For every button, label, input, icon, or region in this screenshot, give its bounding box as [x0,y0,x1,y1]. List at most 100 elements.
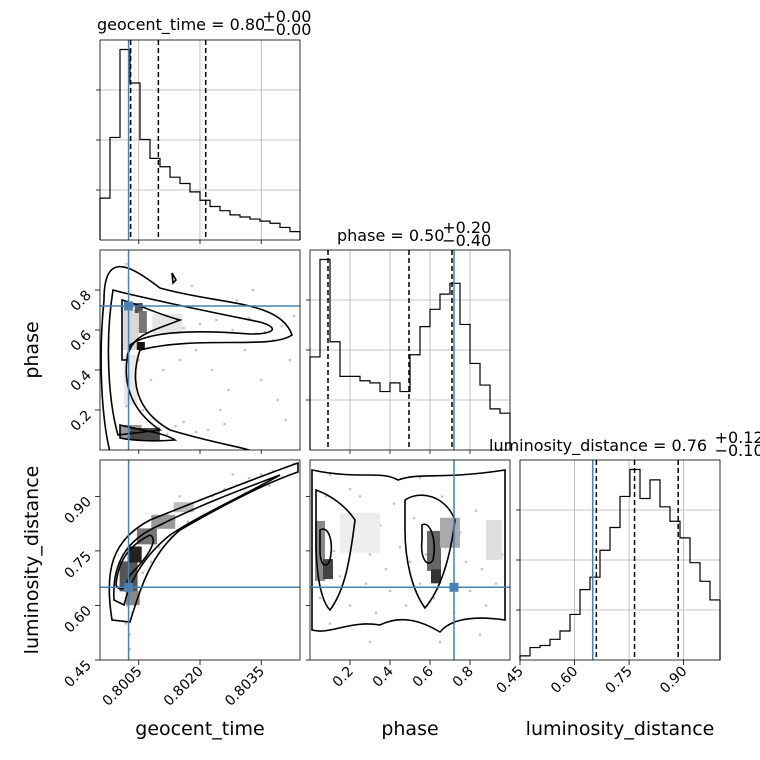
x-tick-label-1: 0.4 [370,663,397,690]
sample-point-13 [374,611,378,615]
density-cell-4 [340,512,380,553]
title-value: geocent_time = 0.80 [97,15,265,35]
density-cell-3 [136,342,145,350]
sample-point-18 [223,422,226,426]
y-axis-label-luminosity_distance: luminosity_distance [21,466,43,655]
hist-panel-luminosity_distance: luminosity_distance = 0.76 +0.12−0.10 [489,428,760,661]
contour-inner [319,523,435,566]
sample-point-0 [124,622,128,625]
panel-frame [309,249,511,451]
hist-panel-geocent_time: geocent_time = 0.80+0.00−0.00 [96,7,311,241]
title-sup: +0.20 [442,218,491,237]
panel-frame [519,459,721,661]
sample-point-25 [231,328,234,332]
contour-outer [100,265,293,450]
histogram-luminosity_distance [519,468,721,660]
sample-point-22 [259,473,263,476]
sample-point-35 [480,567,484,571]
sample-point-22 [418,582,422,585]
sample-point-49 [284,418,288,422]
y-tick-label-0: 0.2 [68,408,95,435]
sample-point-21 [247,476,251,480]
density-cell-0 [122,310,139,350]
sample-point-5 [332,549,336,553]
sample-point-38 [494,582,498,585]
sample-point-45 [251,288,255,292]
sample-point-35 [161,368,165,372]
panel-content [100,262,296,450]
sample-point-43 [288,358,292,362]
hist-panel-phase: phase = 0.50+0.20−0.40 [306,218,511,451]
sample-point-42 [276,398,279,402]
truth-marker [124,582,134,592]
contour-mid [113,474,281,607]
sample-point-21 [412,516,416,520]
sample-point-33 [468,589,472,593]
x-tick-label-0: 0.45 [493,664,526,697]
x-tick-label-2: 0.8035 [222,664,268,710]
x-tick-label-0: 0.8005 [100,664,146,710]
sample-point-18 [398,545,402,549]
y-tick-label-3: 0.90 [61,494,94,527]
x-tick-label-3: 0.90 [657,664,690,697]
sample-point-33 [141,408,145,412]
x-tick-label-1: 0.60 [548,664,581,697]
sample-point-19 [404,604,408,607]
density-cell-5 [138,311,147,333]
title-value: phase = 0.50 [337,226,444,245]
sample-point-24 [215,318,218,322]
density-cell-1 [127,546,142,563]
sample-point-40 [243,348,247,352]
density-cell-1 [323,559,333,580]
sample-point-2 [125,404,128,408]
sample-point-34 [149,378,153,382]
panel-content [311,469,506,644]
sample-point-45 [348,487,352,491]
sample-point-48 [219,408,222,412]
y-axis-label-phase: phase [21,321,43,378]
sample-point-36 [484,604,488,607]
panel-content [108,461,299,651]
sample-point-41 [259,378,263,382]
sample-point-23 [198,322,202,326]
histogram-phase [309,258,511,450]
y-axis-luminosity_distance: 0.45 0.60 0.75 0.90 luminosity_distance [21,466,100,691]
x-tick-label-3: 0.8 [450,664,477,691]
title-sub: −0.10 [715,441,760,460]
sample-point-29 [141,571,145,575]
y-tick-label-2: 0.75 [61,548,94,581]
panel-title-phase: phase = 0.50 [337,226,444,245]
sample-point-17 [206,428,210,432]
sample-point-8 [125,262,128,266]
sample-point-11 [364,582,368,585]
sample-point-42 [418,476,422,480]
y-tick-label-2: 0.6 [68,327,95,354]
x-axis-geocent_time: 0.8005 0.8020 0.8035 geocent_time [100,660,268,740]
sample-point-13 [166,432,169,436]
sample-point-15 [182,420,185,424]
scatter-panel-geocent_time-luminosity_distance [99,459,301,661]
sample-point-33 [186,520,190,524]
sample-point-38 [210,368,214,372]
sample-point-3 [324,495,328,498]
sample-point-36 [178,358,181,362]
x-axis-label-luminosity_distance: luminosity_distance [526,718,715,740]
contour-outer [108,461,299,623]
sample-point-12 [368,553,372,556]
sample-point-43 [478,633,482,636]
sample-point-6 [338,575,342,578]
scatter-panel-geocent_time-phase [99,249,301,451]
sample-point-10 [358,495,362,498]
density-cell-6 [486,520,502,560]
x-tick-label-0: 0.2 [330,664,357,691]
contour-outer [311,469,506,634]
x-axis-label-geocent_time: geocent_time [135,718,264,740]
sample-point-15 [384,567,388,571]
y-tick-label-1: 0.4 [68,367,95,394]
sample-point-27 [440,495,444,498]
sample-point-23 [424,553,428,556]
density-cell-3 [151,514,176,529]
sample-point-8 [348,604,352,607]
panel-title-geocent_time: geocent_time = 0.80 [97,15,265,35]
